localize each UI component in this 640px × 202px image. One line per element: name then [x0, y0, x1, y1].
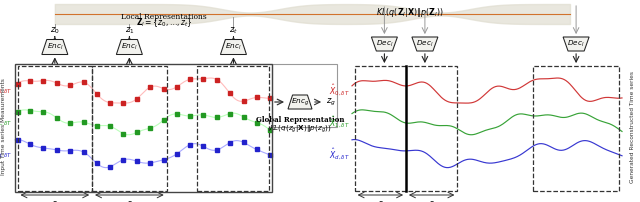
Polygon shape — [412, 37, 438, 51]
Text: Local Representations: Local Representations — [121, 13, 207, 21]
Polygon shape — [42, 40, 68, 55]
Text: Global Representation: Global Representation — [256, 116, 344, 124]
Polygon shape — [220, 40, 246, 55]
Text: $Enc_l$: $Enc_l$ — [47, 42, 63, 52]
Text: $z_g$: $z_g$ — [326, 96, 336, 107]
Polygon shape — [563, 37, 589, 51]
Polygon shape — [288, 95, 312, 109]
Text: $z_t$: $z_t$ — [229, 25, 238, 36]
Text: Input Time series Measurements: Input Time series Measurements — [1, 79, 6, 176]
Polygon shape — [116, 40, 142, 55]
Text: $\hat{X}_{d,\delta T}$: $\hat{X}_{d,\delta T}$ — [330, 146, 350, 162]
Text: $X_{0,\delta T}$: $X_{0,\delta T}$ — [0, 84, 13, 96]
Text: $Dec_l$: $Dec_l$ — [416, 39, 433, 49]
Bar — [198, 66, 269, 191]
Text: $KL(q(z_g|\mathbf{X})\|p(z_g))$: $KL(q(z_g|\mathbf{X})\|p(z_g))$ — [269, 123, 332, 135]
Text: $Enc_l$: $Enc_l$ — [121, 42, 138, 52]
Text: $\hat{X}_{0,\delta T}$: $\hat{X}_{0,\delta T}$ — [330, 82, 350, 98]
Text: $Enc_l$: $Enc_l$ — [225, 42, 242, 52]
Bar — [92, 66, 166, 191]
Text: $z_1$: $z_1$ — [125, 25, 134, 36]
Text: Generated Reconstructed Time series: Generated Reconstructed Time series — [630, 71, 634, 183]
Bar — [17, 66, 92, 191]
Bar — [272, 64, 337, 127]
Text: $\mathbf{Z}_l = \{z_0,\ldots,z_t\}$: $\mathbf{Z}_l = \{z_0,\ldots,z_t\}$ — [136, 16, 193, 29]
Polygon shape — [371, 37, 397, 51]
Bar — [15, 64, 272, 192]
Text: $X_{d,\delta T}$: $X_{d,\delta T}$ — [0, 148, 13, 160]
Text: $Dec_l$: $Dec_l$ — [568, 39, 585, 49]
Text: $\hat{X}_{1,\delta T}$: $\hat{X}_{1,\delta T}$ — [330, 114, 350, 130]
Text: $\delta$: $\delta$ — [126, 199, 132, 202]
Text: $z_0$: $z_0$ — [50, 25, 60, 36]
Text: $X_{1,\delta T}$: $X_{1,\delta T}$ — [0, 116, 13, 128]
Bar — [355, 66, 458, 191]
Text: $\delta$: $\delta$ — [428, 199, 435, 202]
Text: $KL(q(\mathbf{Z}_l|\mathbf{X})\|p(\mathbf{Z}_l))$: $KL(q(\mathbf{Z}_l|\mathbf{X})\|p(\mathb… — [376, 6, 444, 19]
Text: $\delta$: $\delta$ — [51, 199, 58, 202]
Text: $Enc_g$: $Enc_g$ — [291, 96, 309, 108]
Bar — [533, 66, 620, 191]
Text: $\delta$: $\delta$ — [377, 199, 384, 202]
Text: $Dec_l$: $Dec_l$ — [376, 39, 393, 49]
